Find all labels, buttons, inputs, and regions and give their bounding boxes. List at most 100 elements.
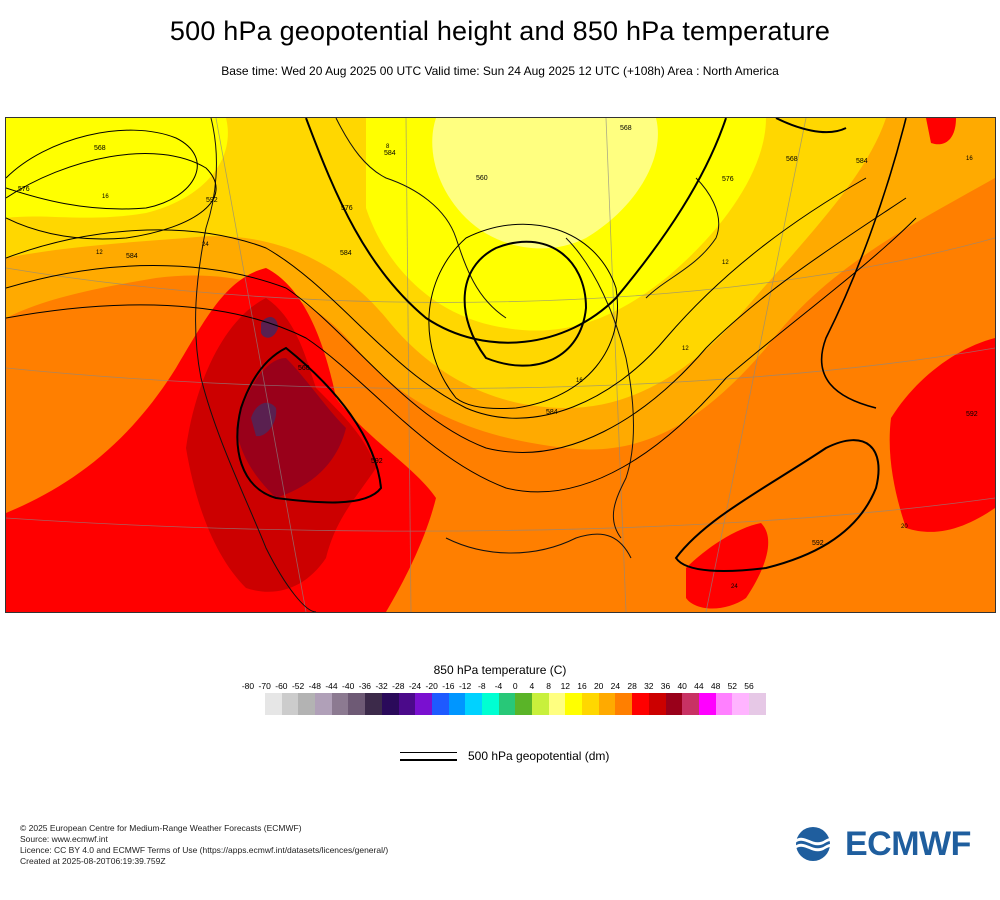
temperature-field-purple-1 [251, 402, 277, 437]
temperature-label: 12 [96, 250, 103, 256]
color-swatch [498, 693, 516, 715]
color-swatch [748, 693, 766, 715]
contour-label: 576 [18, 186, 30, 193]
color-swatch [265, 693, 282, 715]
legend-tick-label: 20 [593, 681, 604, 691]
footer-created: Created at 2025-08-20T06:19:39.759Z [20, 856, 166, 866]
legend-tick-label: -60 [275, 681, 288, 691]
temperature-label: 20 [901, 524, 908, 530]
contour-label: 584 [126, 253, 138, 260]
legend-tick-label: -44 [325, 681, 338, 691]
temperature-field-light-yellow [432, 118, 658, 249]
legend-tick-label: -24 [408, 681, 422, 691]
color-swatch [665, 693, 683, 715]
contour-label: 584 [546, 409, 558, 416]
color-swatch [548, 693, 566, 715]
color-swatch [365, 693, 382, 715]
legend-tick-label: 28 [627, 681, 637, 691]
contour-labels: 568 576 584 592 560 568 576 584 592 568 … [18, 125, 978, 547]
ecmwf-logo-icon [795, 827, 841, 861]
ecmwf-logo[interactable]: ECMWF [795, 824, 971, 863]
color-swatch [448, 693, 466, 715]
contour-label: 576 [341, 205, 353, 212]
temperature-label: 16 [576, 378, 583, 384]
legend-tick-label: -70 [258, 681, 271, 691]
weather-map[interactable]: 568 576 584 592 560 568 576 584 592 568 … [5, 117, 996, 613]
contour-label: 592 [812, 540, 824, 547]
legend-tick-label: 40 [677, 681, 687, 691]
ecmwf-logo-text: ECMWF [845, 824, 971, 863]
coastlines [195, 118, 720, 612]
color-swatch [598, 693, 616, 715]
legend-tick-label: -8 [478, 681, 486, 691]
color-swatch [615, 693, 633, 715]
map-canvas: 568 576 584 592 560 568 576 584 592 568 … [6, 118, 995, 612]
legend-tick-label: 48 [710, 681, 721, 691]
temperature-label: 8 [386, 144, 390, 150]
legend-tick-label: -36 [358, 681, 372, 691]
legend-tick-label: 12 [560, 681, 571, 691]
page-title: 500 hPa geopotential height and 850 hPa … [169, 16, 831, 46]
geopotential-line-sample [400, 750, 457, 762]
legend-tick-label: -12 [458, 681, 472, 691]
legend-tick-label: 52 [727, 681, 738, 691]
color-swatch [532, 693, 549, 715]
color-swatch [298, 693, 316, 715]
color-swatch [348, 693, 366, 715]
color-swatch [431, 693, 449, 715]
legend-tick-label: 56 [744, 681, 754, 691]
legend-tick-label: 16 [577, 681, 587, 691]
contour-label: 584 [340, 250, 352, 257]
footer-credits: © 2025 European Centre for Medium-Range … [20, 823, 388, 867]
temperature-field-red-ne [926, 118, 956, 145]
contour-label: 568 [94, 145, 106, 152]
footer-licence[interactable]: Licence: CC BY 4.0 and ECMWF Terms of Us… [20, 845, 389, 855]
color-swatch [515, 693, 532, 715]
legend-tick-label: -40 [342, 681, 355, 691]
color-swatch [682, 693, 699, 715]
contour-label: 560 [476, 175, 488, 182]
contour-label: 576 [722, 176, 734, 183]
temperature-label: 16 [102, 194, 109, 200]
color-swatch [715, 693, 733, 715]
temperature-label: 12 [682, 346, 689, 352]
contour-label: 560 [298, 365, 310, 372]
color-swatch [582, 693, 599, 715]
temperature-label: 16 [966, 156, 973, 162]
legend-ticks: -80 -70 -60 -52 -48 -44 -40 -36 -32 -28 -24 -20 -16-… [0, 681, 1000, 693]
legend-tick-label: 0 [512, 681, 518, 691]
color-swatch [648, 693, 666, 715]
color-swatch [281, 693, 299, 715]
color-swatch [315, 693, 332, 715]
color-swatch [481, 693, 499, 715]
color-swatch [698, 693, 716, 715]
footer-source[interactable]: Source: www.ecmwf.int [20, 834, 108, 844]
legend-tick-label: -20 [425, 681, 438, 691]
legend-tick-label: -4 [494, 681, 503, 691]
legend-tick-label: -16 [442, 681, 455, 691]
color-swatch [415, 693, 432, 715]
contour-label: 584 [384, 150, 396, 157]
temperature-label: 12 [722, 260, 729, 266]
temperature-field-red-east [889, 338, 995, 532]
footer-copyright: © 2025 European Centre for Medium-Range … [20, 823, 302, 833]
color-swatch [381, 693, 399, 715]
temperature-labels: 12 16 24 20 12 12 16 24 16 8 [96, 144, 973, 590]
color-swatch [331, 693, 349, 715]
legend-tick-label: 24 [610, 681, 621, 691]
color-swatch [565, 693, 583, 715]
legend-tick-label: -52 [291, 681, 305, 691]
contour-label: 592 [371, 458, 383, 465]
legend-tick-label: -80 [241, 681, 255, 691]
legend-tick-label: 32 [644, 681, 654, 691]
color-swatch [632, 693, 649, 715]
legend-tick-label: -32 [375, 681, 388, 691]
geopotential-contours [6, 118, 917, 572]
geopotential-legend-label: 500 hPa geopotential (dm) [468, 749, 610, 763]
legend-tick-label: -28 [392, 681, 405, 691]
contour-label: 568 [786, 156, 798, 163]
legend-tick-label: 8 [546, 681, 551, 691]
contour-label: 584 [856, 158, 868, 165]
legend-tick-label: 4 [529, 681, 535, 691]
legend-tick-label: -48 [308, 681, 321, 691]
